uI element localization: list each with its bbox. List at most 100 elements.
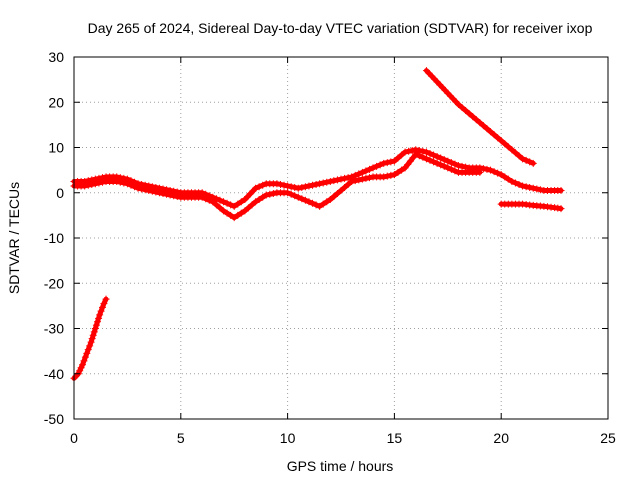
series-marker [376,173,384,181]
series-high-descending [422,67,537,167]
series-marker [440,162,448,170]
series-marker [77,364,85,372]
series-marker [212,195,220,203]
series-marker [533,185,541,193]
series-marker [362,167,370,175]
series-marker [216,204,224,212]
series-marker [458,162,466,170]
grid-lines [74,57,608,419]
series-marker [490,168,498,176]
y-tick-label: -50 [44,411,64,427]
data-point [369,164,377,172]
data-point [358,175,366,183]
y-tick-label: 20 [48,94,64,110]
series-marker [440,156,448,164]
series-marker [170,192,178,200]
series-marker [77,182,85,190]
series-marker [483,165,491,173]
series-marker [333,190,341,198]
series-marker [323,198,331,206]
series-marker [451,160,459,168]
data-point [358,168,366,176]
series-marker [269,180,277,188]
series-marker [212,201,220,209]
data-point [91,180,99,188]
data-point [529,184,537,192]
series-marker [89,331,97,339]
y-tick-label: 30 [48,49,64,65]
series-marker [479,165,487,173]
data-point [316,202,324,210]
series-marker [387,158,395,166]
series-marker [515,152,523,160]
series-marker [309,181,317,189]
series-trace [71,147,564,209]
data-point [390,157,398,165]
series-marker [90,328,98,336]
series-marker [415,152,423,160]
series-marker [237,209,245,217]
series-marker [93,318,101,326]
x-tick-label: 5 [177,430,185,446]
series-marker [383,172,391,180]
data-point [91,325,99,332]
series-marker [330,177,338,185]
data-point [444,164,452,172]
data-point [220,198,228,206]
series-marker [398,151,406,159]
series-marker [462,107,470,115]
data-point [508,146,516,154]
series-marker [234,200,242,208]
series-marker [248,201,256,209]
data-point [433,159,441,167]
data-point [529,159,537,167]
series-marker [88,180,96,188]
series-marker [131,183,139,191]
data-point [294,193,302,201]
series-marker [430,75,438,83]
series-marker [184,193,192,201]
series-marker [355,170,363,178]
series-marker [280,181,288,189]
series-marker [298,183,306,191]
series-marker [554,186,562,194]
series-marker [301,196,309,204]
series-marker [504,175,512,183]
series-marker [451,167,459,175]
x-tick-label: 0 [70,430,78,446]
series-main-band-upper [70,146,565,210]
series-marker [490,131,498,139]
series-marker [205,196,213,204]
data-point [79,361,87,369]
series-marker [483,125,491,133]
series-marker [479,122,487,130]
series-marker [547,203,555,211]
data-point [155,189,163,197]
series-marker [216,196,224,204]
data-point [100,300,108,308]
data-point [454,162,462,170]
series-marker [141,186,149,194]
series-marker [365,165,373,173]
series-marker [97,307,105,315]
series-marker [86,342,94,350]
data-point [262,191,270,199]
series-marker [84,181,92,189]
data-point [305,182,313,190]
series-marker [536,202,544,210]
series-marker [447,159,455,167]
y-tick-label: -20 [44,275,64,291]
series-marker [319,179,327,187]
series-marker [223,209,231,217]
series-early-drop [70,295,110,382]
series-marker [269,190,277,198]
series-marker [92,321,100,329]
series-marker [383,159,391,167]
series-marker [319,200,327,208]
series-marker [276,180,284,188]
series-marker [312,201,320,209]
data-point [305,198,313,206]
series-marker [394,154,402,162]
data-point [166,191,174,199]
